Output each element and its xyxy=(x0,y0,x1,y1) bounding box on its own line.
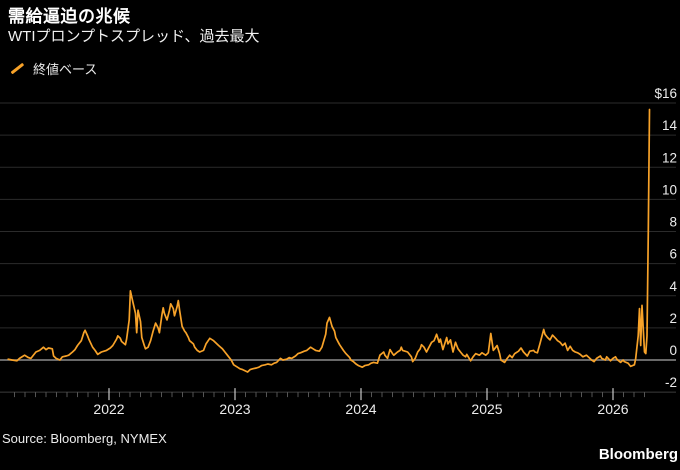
x-tick-label: 2024 xyxy=(345,401,376,417)
y-tick-label: 12 xyxy=(662,150,677,165)
x-tick-label: 2022 xyxy=(93,401,124,417)
y-tick-label: 6 xyxy=(669,247,677,262)
legend-label: 終値ベース xyxy=(33,62,98,77)
x-tick-label: 2026 xyxy=(597,401,628,417)
y-tick-label: 2 xyxy=(669,311,677,326)
x-tick-label: 2025 xyxy=(471,401,502,417)
price-spread-line xyxy=(7,108,651,373)
y-tick-label: 14 xyxy=(662,118,678,133)
source-note: Source: Bloomberg, NYMEX xyxy=(2,431,167,446)
chart-subtitle: WTIプロンプトスプレッド、過去最大 xyxy=(8,28,260,45)
y-tick-label: $16 xyxy=(654,86,677,101)
y-tick-label: 4 xyxy=(669,279,677,294)
bloomberg-logo: Bloomberg xyxy=(598,446,678,463)
y-tick-label: -2 xyxy=(665,375,677,390)
page-title: 需給逼迫の兆候 xyxy=(8,7,131,26)
legend: 終値ベース xyxy=(10,59,97,78)
y-tick-label: 10 xyxy=(662,182,677,197)
x-tick-label: 2023 xyxy=(219,401,250,417)
series-line-icon xyxy=(10,62,25,75)
y-tick-label: 0 xyxy=(669,343,677,358)
y-tick-label: 8 xyxy=(669,215,677,230)
